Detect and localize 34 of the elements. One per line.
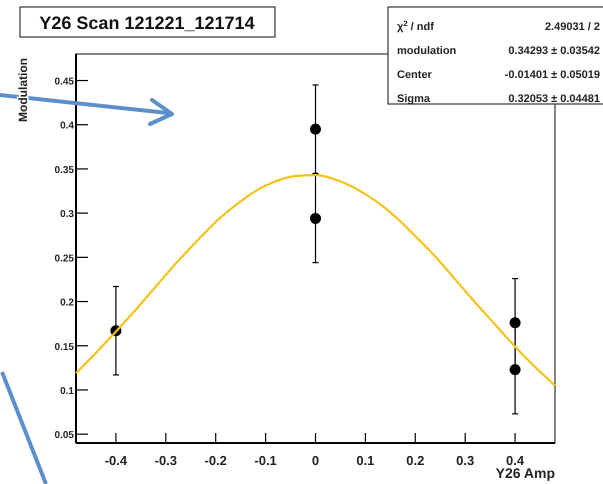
y-axis-title: Modulation — [16, 58, 30, 122]
chart-title: Y26 Scan 121221_121714 — [39, 13, 255, 33]
x-tick-label: 0.1 — [356, 453, 374, 468]
x-tick-label: -0.2 — [204, 453, 227, 468]
y-tick-label: 0.3 — [60, 209, 74, 220]
text: 2.49031 / 2 — [544, 21, 600, 33]
point — [310, 124, 321, 135]
annotation: -0.01401 ± 0.05019 — [504, 69, 600, 81]
x-tick-label: 0.3 — [456, 453, 474, 468]
y-tick-label: 0.05 — [54, 430, 74, 442]
text: χ$^{2}$ / ndf — [397, 18, 434, 33]
x-tick-label: 0 — [312, 453, 320, 468]
y-tick-label: 0.45 — [54, 76, 74, 88]
annotation: Center — [397, 69, 433, 81]
point — [510, 364, 521, 376]
point — [510, 317, 521, 328]
x-tick-label: 0.4 — [506, 453, 525, 468]
annotation: 0.32053 ± 0.04481 — [508, 93, 600, 105]
annotation: 0.34293 ± 0.03542 — [508, 45, 600, 57]
y-tick-label: 0.4 — [60, 120, 74, 132]
annotation: modulation — [397, 45, 457, 57]
y-tick-label: 0.25 — [54, 253, 74, 264]
annotation: Sigma — [397, 93, 431, 105]
x-axis-title: Y26 Amp — [496, 465, 555, 481]
y-tick-label: 0.35 — [54, 164, 74, 176]
x-tick-label: -0.4 — [104, 453, 128, 468]
point — [310, 212, 321, 224]
x-tick-label: 0.2 — [406, 453, 424, 468]
y-tick-label: 0.2 — [60, 298, 74, 309]
line-series — [74, 174, 556, 387]
x-tick-label: -0.1 — [254, 453, 277, 468]
y-tick-label: 0.1 — [60, 386, 74, 397]
x-tick-label: -0.3 — [154, 453, 178, 468]
y-tick-label: 0.15 — [54, 342, 74, 353]
